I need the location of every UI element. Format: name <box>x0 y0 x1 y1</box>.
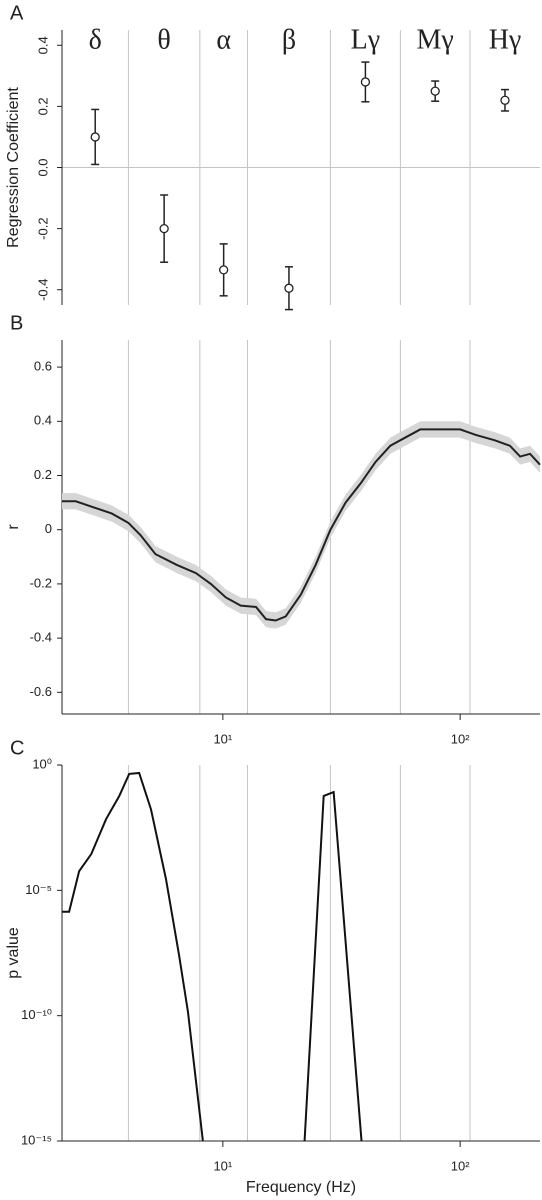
x-axis-label: Frequency (Hz) <box>246 1179 356 1196</box>
y-tick-label: -0.4 <box>35 279 50 301</box>
point <box>360 77 371 87</box>
category-label: α <box>216 24 231 55</box>
y-tick-label: 0.0 <box>35 158 50 176</box>
point <box>90 132 100 142</box>
y-tick-label: 0.6 <box>34 359 52 374</box>
x-tick-label: 10¹ <box>213 1158 232 1173</box>
point <box>500 95 510 105</box>
y-tick-label: 10⁻¹⁰ <box>21 1007 52 1022</box>
category-label: Lγ <box>351 24 380 55</box>
x-tick-label: 10² <box>451 1158 470 1173</box>
y-tick-label: 10⁰ <box>32 756 52 771</box>
y-tick-label: 0 <box>45 521 52 536</box>
y-tick-label: 0.4 <box>34 413 52 428</box>
y-tick-label: -0.6 <box>30 684 52 699</box>
category-label: θ <box>157 24 170 55</box>
point <box>430 86 440 96</box>
x-tick-label: 10² <box>451 731 470 746</box>
line <box>62 771 363 1142</box>
line <box>62 428 541 622</box>
y-tick-label: 0.2 <box>35 97 50 115</box>
panel-label: A <box>10 2 24 24</box>
category-label: Mγ <box>417 24 454 55</box>
category-label: δ <box>89 24 102 55</box>
y-tick-label: 10⁻⁵ <box>25 882 52 897</box>
point <box>284 283 294 293</box>
category-label: Hγ <box>489 24 522 55</box>
y-tick-label: -0.2 <box>30 575 52 590</box>
y-tick-label: 10⁻¹⁵ <box>21 1132 52 1147</box>
y-tick-label: -0.2 <box>35 217 50 239</box>
y-tick-label: -0.4 <box>30 630 52 645</box>
y-axis-label: p value <box>5 927 22 979</box>
category-label: β <box>282 24 296 55</box>
y-tick-label: 0.4 <box>35 36 50 54</box>
panel-label: C <box>10 737 24 759</box>
point <box>159 223 169 234</box>
y-axis-label: r <box>5 524 22 530</box>
y-tick-label: 0.2 <box>34 467 52 482</box>
y-axis-label: Regression Coefficient <box>5 87 22 248</box>
panel-label: B <box>10 312 23 334</box>
x-tick-label: 10¹ <box>213 731 232 746</box>
point <box>219 265 229 275</box>
error-band <box>62 421 540 629</box>
